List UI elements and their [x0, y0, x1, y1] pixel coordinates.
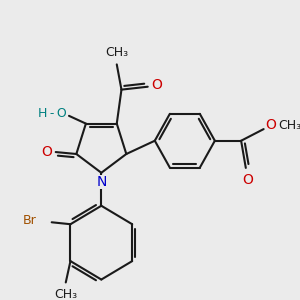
Text: Br: Br: [22, 214, 36, 227]
Text: O: O: [266, 118, 277, 132]
Text: CH₃: CH₃: [278, 119, 300, 132]
Text: N: N: [96, 176, 106, 190]
Text: CH₃: CH₃: [105, 46, 128, 59]
Text: O: O: [242, 172, 253, 187]
Text: O: O: [152, 78, 163, 92]
Text: O: O: [41, 145, 52, 159]
Text: H - O: H - O: [38, 107, 67, 120]
Text: CH₃: CH₃: [54, 288, 77, 300]
